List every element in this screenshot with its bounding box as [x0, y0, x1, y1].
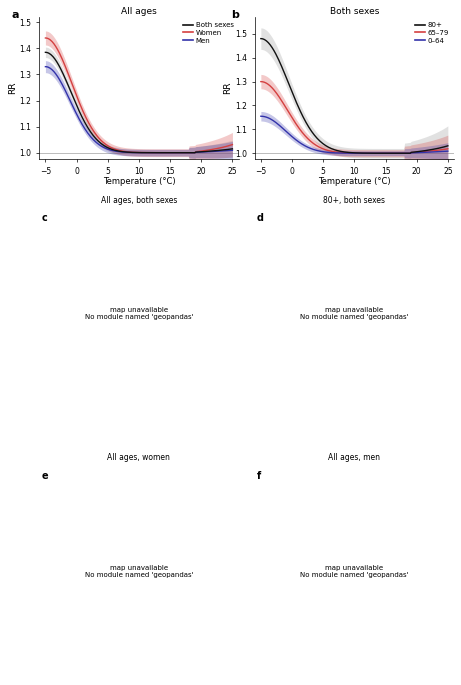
- Text: f: f: [257, 471, 261, 481]
- Title: 80+, both sexes: 80+, both sexes: [323, 196, 385, 205]
- Title: All ages: All ages: [121, 8, 157, 16]
- Text: e: e: [41, 471, 48, 481]
- X-axis label: Temperature (°C): Temperature (°C): [318, 177, 390, 186]
- Y-axis label: RR: RR: [8, 82, 17, 95]
- Title: All ages, women: All ages, women: [107, 453, 171, 462]
- Text: map unavailable
No module named 'geopandas': map unavailable No module named 'geopand…: [300, 565, 408, 578]
- Legend: Both sexes, Women, Men: Both sexes, Women, Men: [181, 21, 235, 45]
- Text: c: c: [41, 213, 47, 223]
- Text: map unavailable
No module named 'geopandas': map unavailable No module named 'geopand…: [300, 308, 408, 321]
- X-axis label: Temperature (°C): Temperature (°C): [103, 177, 175, 186]
- Text: map unavailable
No module named 'geopandas': map unavailable No module named 'geopand…: [85, 308, 193, 321]
- Title: Both sexes: Both sexes: [330, 8, 379, 16]
- Text: map unavailable
No module named 'geopandas': map unavailable No module named 'geopand…: [85, 565, 193, 578]
- Title: All ages, men: All ages, men: [328, 453, 380, 462]
- Title: All ages, both sexes: All ages, both sexes: [101, 196, 177, 205]
- Y-axis label: RR: RR: [223, 82, 232, 95]
- Text: a: a: [11, 10, 19, 20]
- Text: d: d: [257, 213, 264, 223]
- Legend: 80+, 65–79, 0–64: 80+, 65–79, 0–64: [413, 21, 450, 45]
- Text: b: b: [230, 10, 238, 20]
